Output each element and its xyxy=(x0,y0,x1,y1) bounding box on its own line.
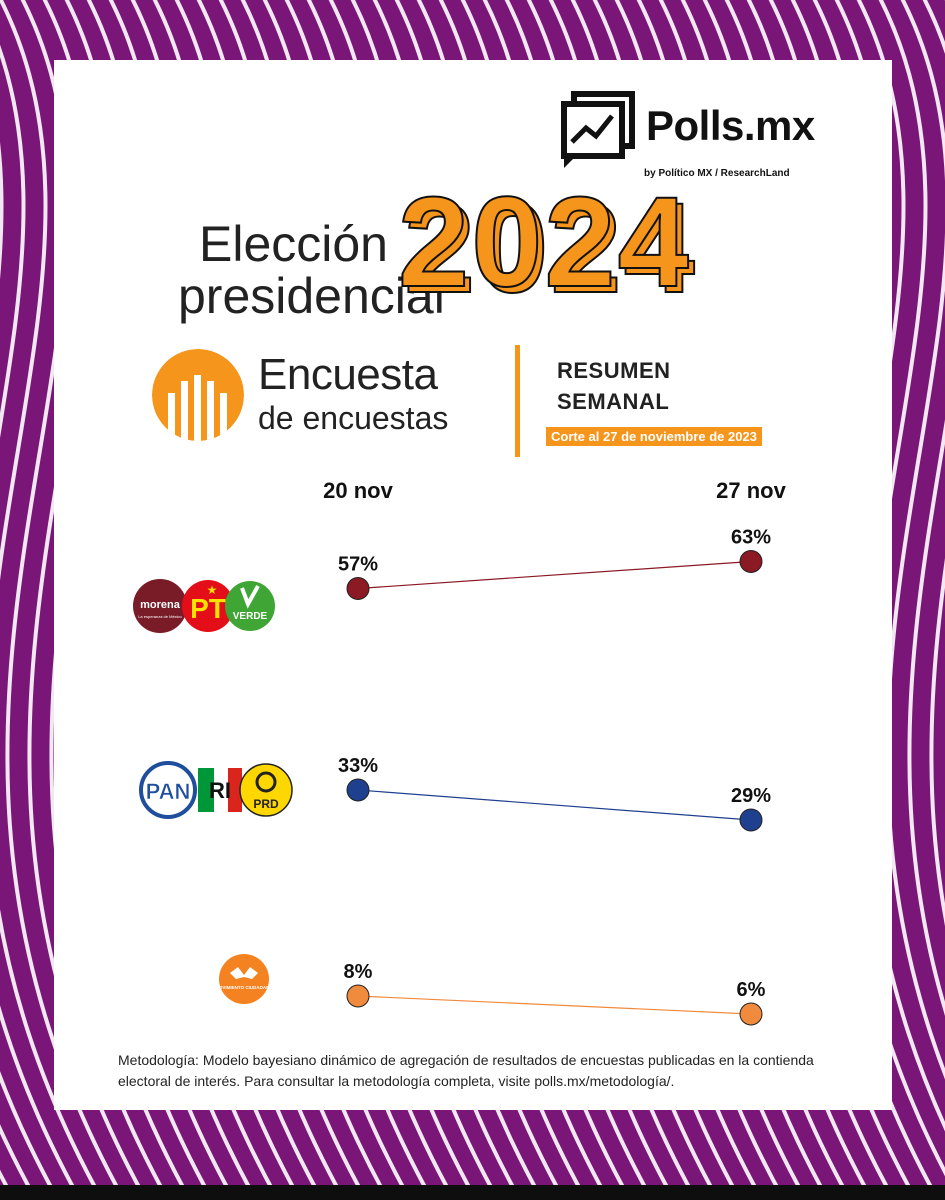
encuesta-subtitle: de encuestas xyxy=(258,400,449,436)
data-point xyxy=(346,577,370,600)
polls-mx-logo: Polls.mx by Político MX / ResearchLand xyxy=(560,86,860,182)
star-icon: ★ xyxy=(207,583,218,597)
pt-logo xyxy=(182,580,234,632)
title-line-1: Elección xyxy=(199,216,388,272)
data-point xyxy=(346,778,370,802)
cutoff-date: Corte al 27 de noviembre de 2023 xyxy=(546,427,762,446)
data-label: 57% xyxy=(338,554,378,576)
bottom-bar xyxy=(0,1185,945,1200)
eagle-icon xyxy=(230,967,258,979)
data-point xyxy=(346,984,370,1008)
background-stripe xyxy=(885,0,945,1080)
divider xyxy=(515,345,520,457)
pan-label: PAN xyxy=(146,779,191,804)
methodology-note: Metodología: Modelo bayesiano dinámico d… xyxy=(118,1052,814,1089)
data-label: 6% xyxy=(737,979,766,1001)
morena-label: morena xyxy=(140,599,181,611)
data-point xyxy=(739,1002,763,1026)
summary-line-1: RESUMEN xyxy=(557,358,671,383)
encuesta-title: Encuesta xyxy=(258,350,438,399)
year-text: 2024 xyxy=(398,178,691,308)
background-stripe xyxy=(0,0,105,1200)
year-text-back: 2024 xyxy=(404,178,697,308)
pri-white xyxy=(214,768,228,812)
data-label: 33% xyxy=(338,755,378,777)
infographic-card: Polls.mx by Político MX / ResearchLand E… xyxy=(54,60,892,1110)
brand-name: Polls.mx xyxy=(646,102,815,149)
series-line xyxy=(357,789,752,821)
series-line xyxy=(357,560,752,590)
background-stripe xyxy=(0,45,83,1200)
summary-label: RESUMEN SEMANAL xyxy=(557,355,671,417)
pan-pri-prd-logo: PAN RI PRD xyxy=(139,761,293,819)
category-label: 20 nov xyxy=(323,478,393,503)
chart-window-icon xyxy=(561,91,635,168)
party-logos: morena La esperanza de México PT ★ VERDE… xyxy=(133,579,293,1004)
summary-line-2: SEMANAL xyxy=(557,389,670,414)
pri-red xyxy=(228,768,242,812)
brand-subtitle: by Político MX / ResearchLand xyxy=(644,168,790,179)
year-2024: 2024 2024 xyxy=(397,178,697,308)
verde-label: VERDE xyxy=(233,611,268,622)
verde-logo xyxy=(225,581,275,631)
pt-label: PT xyxy=(190,593,226,624)
sun-icon xyxy=(255,771,277,793)
morena-pt-verde-logo: morena La esperanza de México PT ★ VERDE xyxy=(133,579,275,633)
pri-label: RI xyxy=(209,778,231,803)
data-label: 63% xyxy=(731,527,771,549)
mc-circle xyxy=(219,954,269,1004)
mc-label: MOVIMIENTO CIUDADANO xyxy=(215,985,273,990)
background-stripe xyxy=(907,0,945,1016)
toucan-icon xyxy=(240,585,260,609)
encuesta-icon xyxy=(152,349,244,441)
pan-logo xyxy=(139,761,197,819)
movimiento-ciudadano-logo: MOVIMIENTO CIUDADANO xyxy=(215,954,273,1004)
morena-logo xyxy=(133,579,187,633)
data-label: 29% xyxy=(731,785,771,807)
morena-tagline: La esperanza de México xyxy=(138,614,182,619)
data-point xyxy=(739,808,763,832)
slope-chart: morena La esperanza de México PT ★ VERDE… xyxy=(133,478,787,1026)
data-point xyxy=(739,550,763,573)
data-label: 8% xyxy=(344,961,373,983)
pri-green xyxy=(198,768,214,812)
prd-label: PRD xyxy=(253,797,279,811)
series-line xyxy=(357,995,752,1015)
category-label: 27 nov xyxy=(716,478,786,503)
